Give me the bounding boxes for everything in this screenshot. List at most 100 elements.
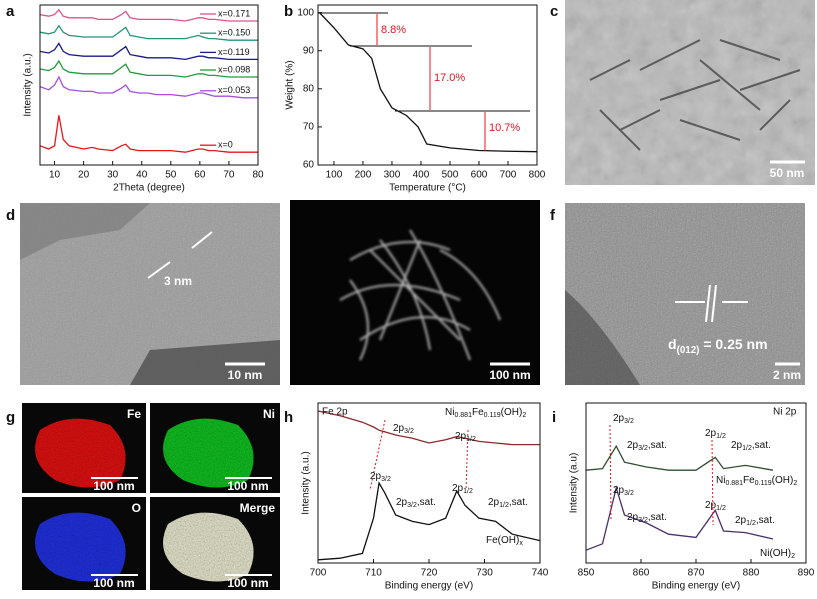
data-line	[317, 481, 541, 561]
data-line	[39, 59, 258, 78]
red-arrow	[376, 14, 486, 151]
annotation: 2p1/2	[455, 431, 476, 444]
subscript: 0.881	[454, 412, 472, 419]
plot-frame	[317, 4, 538, 166]
charts: x=0 x=0.053 x=0.098 x=0.119 x=0.150 x=0.171 10…	[23, 4, 815, 592]
hrtem-image	[565, 203, 805, 385]
annotation: 2p3/2	[393, 423, 414, 436]
map-signal	[35, 512, 126, 582]
subscript: 3/2	[381, 476, 391, 483]
text-part: 2p	[627, 440, 639, 451]
scale-bar-label: 100 nm	[489, 368, 530, 382]
subscript: (012)	[677, 345, 700, 356]
subscript: 3/2	[404, 428, 414, 435]
arrow	[675, 284, 748, 323]
x-tick-label: 700	[500, 170, 517, 181]
data-line	[39, 42, 258, 61]
subscript: 1/2	[466, 436, 476, 443]
x-tick-label: 100	[326, 170, 343, 181]
subscript: 0.119	[755, 480, 772, 487]
annotation: 2p1/2,sat.	[735, 515, 775, 528]
x-tick-label: 40	[136, 170, 148, 181]
map-color	[35, 512, 126, 582]
data-line	[585, 485, 774, 551]
annotation: 10.7%	[489, 122, 520, 134]
subscript: 1/2	[499, 502, 509, 509]
annotation: 2p3/2,sat.	[627, 440, 667, 453]
x-tick-label: 30	[107, 170, 119, 181]
x-tick-label: 500	[442, 170, 459, 181]
nanosheets	[339, 229, 501, 361]
text-part: 2p	[705, 428, 717, 439]
map-signal	[35, 418, 126, 488]
text-part: ,sat.	[509, 497, 528, 508]
y-tick-label: 90	[303, 45, 315, 56]
x-tick-label: 730	[476, 568, 493, 579]
element-label: Merge	[240, 501, 276, 515]
panel-label: d	[6, 207, 15, 224]
x-tick-label: 700	[310, 568, 327, 579]
x-tick-label: 70	[223, 170, 235, 181]
subscript: 3/2	[407, 502, 417, 509]
x-tick-label: 850	[578, 568, 595, 579]
arrow	[147, 231, 213, 279]
text-part: 2p	[613, 485, 625, 496]
y-tick-label: 100	[297, 7, 314, 18]
text-part: 2p	[705, 500, 717, 511]
text-part: ,sat.	[648, 440, 667, 451]
text-part: Fe(OH)	[486, 535, 519, 546]
x-tick-label: 800	[529, 170, 546, 181]
x-tick-label: 60	[194, 170, 206, 181]
x-tick-label: 300	[384, 170, 401, 181]
plot-frame	[39, 4, 259, 166]
x-axis-label: 2Theta (degree)	[113, 183, 185, 194]
x-tick-label: 720	[421, 568, 438, 579]
eds-maps: Fe 100 nm Ni 100 nm O 100 nm Merge 100 nm	[22, 403, 280, 590]
d-spacing-label: d(012) = 0.25 nm	[668, 336, 768, 356]
x-tick-label: 200	[355, 170, 372, 181]
legend-label: x=0.098	[218, 64, 250, 74]
x-axis-label: Temperature (°C)	[389, 183, 466, 194]
map-signal	[163, 512, 254, 582]
y-axis-label: Weight (%)	[285, 60, 296, 109]
annotation: 2p1/2,sat.	[488, 497, 528, 510]
data-line	[39, 24, 258, 41]
text-part: 2p	[731, 440, 743, 451]
element-label: O	[132, 501, 141, 515]
subscript: 2	[791, 553, 795, 560]
tem-image	[20, 203, 280, 385]
x-tick-label: 80	[252, 170, 264, 181]
panel-label: f	[550, 207, 556, 224]
legend-label: x=0.053	[218, 85, 250, 95]
subscript: 3/2	[638, 445, 648, 452]
y-axis-label: Intensity (a.u)	[569, 453, 580, 514]
text-part: ,sat.	[648, 512, 667, 523]
text-part: ,sat.	[752, 440, 771, 451]
panel-label: i	[552, 409, 556, 426]
annotation: 2p1/2	[705, 500, 726, 513]
subscript: 3/2	[624, 490, 634, 497]
haadf-image	[290, 200, 540, 385]
subscript: x	[519, 540, 523, 547]
legend-label: x=0.171	[218, 8, 250, 18]
scale-bar-label: 100 nm	[93, 576, 134, 590]
x-tick-label: 400	[413, 170, 430, 181]
map-color	[35, 418, 126, 488]
text-part: d	[668, 336, 677, 352]
panel-label: g	[6, 409, 15, 426]
data-line	[39, 75, 258, 99]
scale-bar-label: 50 nm	[770, 166, 805, 180]
x-tick-label: 870	[688, 568, 705, 579]
annotation: 2p1/2,sat.	[731, 440, 771, 453]
data-line	[317, 410, 540, 446]
data-line	[39, 8, 258, 22]
subscript: 1/2	[746, 520, 756, 527]
subscript: 1/2	[716, 433, 726, 440]
annotation: 17.0%	[434, 72, 465, 84]
x-axis-label: Binding energy (eV)	[385, 581, 473, 592]
subscript: 1/2	[716, 505, 726, 512]
element-label: Ni	[263, 407, 275, 421]
scale-bar-label: 2 nm	[773, 368, 801, 382]
data-line	[585, 444, 774, 471]
subscript: 2	[793, 480, 797, 487]
